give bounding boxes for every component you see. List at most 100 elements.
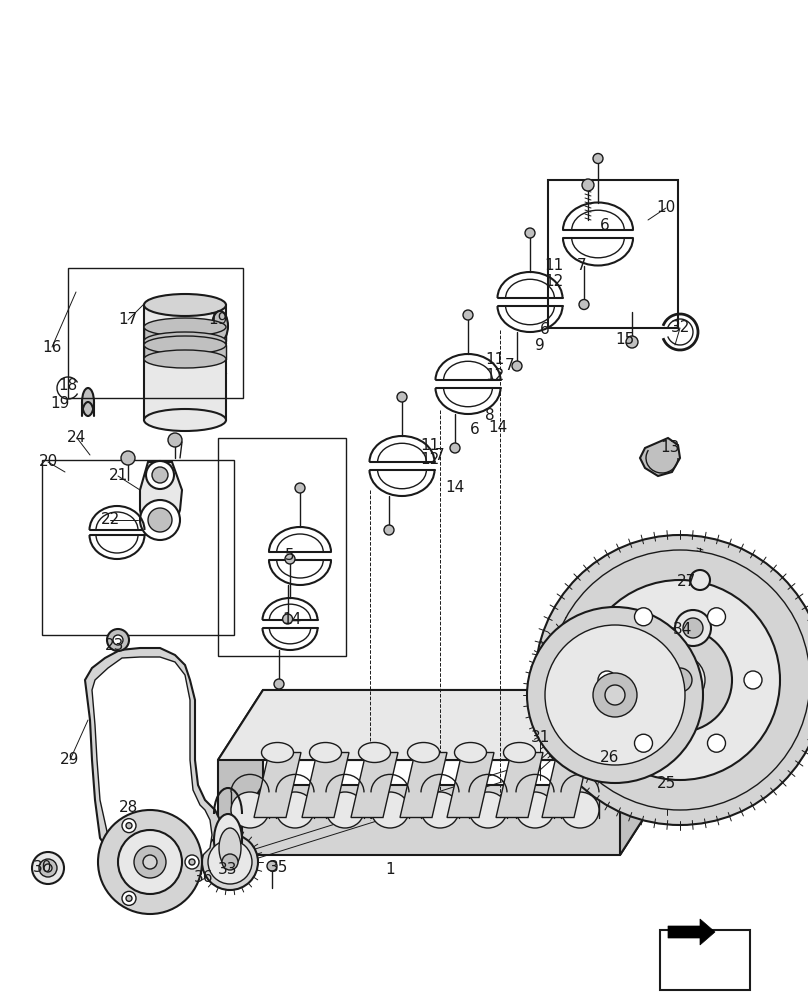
Text: 6: 6 <box>540 322 550 338</box>
Circle shape <box>545 625 685 765</box>
Polygon shape <box>218 690 665 760</box>
Polygon shape <box>218 690 263 855</box>
Circle shape <box>267 861 277 871</box>
Text: 11: 11 <box>486 353 505 367</box>
Polygon shape <box>85 648 222 875</box>
Ellipse shape <box>262 742 293 762</box>
Polygon shape <box>400 752 447 818</box>
Circle shape <box>450 443 460 453</box>
Text: 14: 14 <box>282 612 301 628</box>
Polygon shape <box>668 919 715 945</box>
Circle shape <box>744 671 762 689</box>
Ellipse shape <box>144 318 226 336</box>
Circle shape <box>189 859 195 865</box>
Text: 30: 30 <box>32 860 52 876</box>
Ellipse shape <box>212 311 228 341</box>
Circle shape <box>113 635 123 645</box>
Polygon shape <box>640 438 680 476</box>
Circle shape <box>285 554 295 564</box>
Circle shape <box>634 734 653 752</box>
Polygon shape <box>496 752 543 818</box>
Text: 16: 16 <box>42 340 61 355</box>
Circle shape <box>550 550 808 810</box>
Text: 5: 5 <box>285 548 295 562</box>
Text: 33: 33 <box>218 862 238 878</box>
Circle shape <box>668 668 692 692</box>
Text: 36: 36 <box>194 870 214 886</box>
Ellipse shape <box>371 792 409 828</box>
Text: 7: 7 <box>436 448 445 462</box>
Circle shape <box>463 310 473 320</box>
Polygon shape <box>447 752 494 818</box>
Text: 21: 21 <box>108 468 128 484</box>
Ellipse shape <box>503 742 536 762</box>
Circle shape <box>39 859 57 877</box>
Circle shape <box>222 854 238 870</box>
Circle shape <box>148 508 172 532</box>
Text: 19: 19 <box>50 395 69 410</box>
Circle shape <box>134 846 166 878</box>
Polygon shape <box>254 752 301 818</box>
Text: 6: 6 <box>600 218 610 232</box>
Ellipse shape <box>144 332 226 350</box>
Circle shape <box>708 608 726 626</box>
Polygon shape <box>351 752 398 818</box>
Bar <box>660 930 750 990</box>
Circle shape <box>295 483 305 493</box>
Text: 15: 15 <box>616 332 634 348</box>
Circle shape <box>283 614 292 624</box>
Circle shape <box>512 361 522 371</box>
Ellipse shape <box>82 388 94 416</box>
Text: 12: 12 <box>420 452 440 468</box>
Ellipse shape <box>276 792 314 828</box>
Text: 31: 31 <box>530 730 549 746</box>
Circle shape <box>634 608 653 626</box>
Text: 29: 29 <box>61 752 80 768</box>
Circle shape <box>32 852 64 884</box>
Polygon shape <box>144 345 226 359</box>
Text: 25: 25 <box>658 776 676 792</box>
Circle shape <box>208 840 252 884</box>
Text: 34: 34 <box>672 622 692 638</box>
Polygon shape <box>620 690 665 855</box>
Ellipse shape <box>214 814 242 866</box>
Circle shape <box>628 628 732 732</box>
Text: 22: 22 <box>100 512 120 528</box>
Text: 24: 24 <box>67 430 86 446</box>
Polygon shape <box>218 785 665 855</box>
Text: 17: 17 <box>119 312 137 328</box>
Circle shape <box>675 610 711 646</box>
Ellipse shape <box>561 792 599 828</box>
Circle shape <box>579 300 589 310</box>
Text: 28: 28 <box>119 800 137 816</box>
Text: 9: 9 <box>535 338 545 353</box>
Circle shape <box>626 336 638 348</box>
Circle shape <box>121 451 135 465</box>
Polygon shape <box>302 752 349 818</box>
Ellipse shape <box>454 742 486 762</box>
Ellipse shape <box>144 350 226 368</box>
Ellipse shape <box>516 792 554 828</box>
Circle shape <box>152 467 168 483</box>
Polygon shape <box>542 752 589 818</box>
Bar <box>42 460 234 635</box>
Circle shape <box>384 525 394 535</box>
Ellipse shape <box>231 792 269 828</box>
Circle shape <box>140 500 180 540</box>
Circle shape <box>708 734 726 752</box>
Circle shape <box>605 685 625 705</box>
Polygon shape <box>92 657 212 865</box>
Circle shape <box>593 153 603 163</box>
Text: 1: 1 <box>385 862 395 878</box>
Circle shape <box>690 570 710 590</box>
Text: 12: 12 <box>545 274 564 290</box>
Ellipse shape <box>144 336 226 354</box>
Circle shape <box>683 618 703 638</box>
Ellipse shape <box>144 294 226 316</box>
Ellipse shape <box>326 792 364 828</box>
Circle shape <box>168 433 182 447</box>
Text: 6: 6 <box>470 422 480 438</box>
Polygon shape <box>140 462 182 535</box>
Circle shape <box>126 895 132 901</box>
Circle shape <box>202 834 258 890</box>
